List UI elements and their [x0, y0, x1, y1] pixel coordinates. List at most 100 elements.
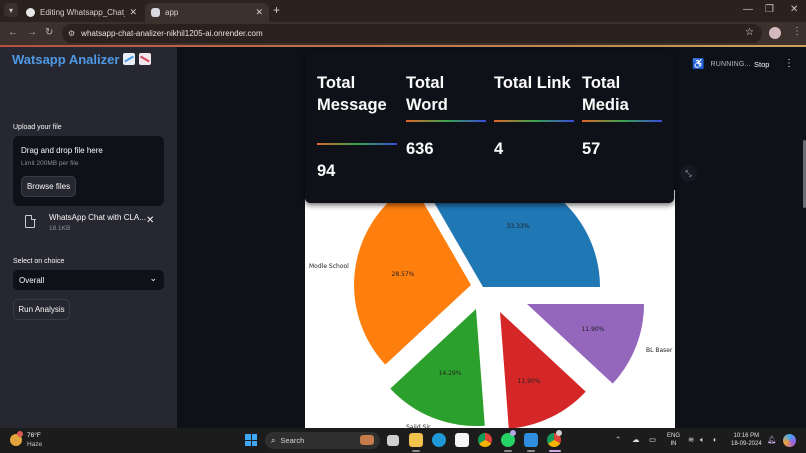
metric-divider: [582, 120, 662, 122]
maximize-button[interactable]: ❐: [765, 4, 774, 15]
sidebar: [0, 47, 177, 428]
app-title: Watsapp Analizer: [12, 52, 152, 67]
browser-menu-icon[interactable]: ⋮: [792, 26, 802, 37]
new-tab-button[interactable]: +: [273, 3, 281, 17]
fullscreen-expand-icon[interactable]: ⤡: [680, 165, 697, 182]
tab-search-button[interactable]: ▾: [4, 3, 18, 17]
search-placeholder: Search: [280, 436, 305, 445]
running-status: ♿ RUNNING...: [692, 59, 751, 70]
notification-badge: [17, 431, 23, 437]
whatsapp-icon[interactable]: [501, 433, 515, 447]
stop-button[interactable]: Stop: [754, 60, 770, 69]
bookmark-star-icon[interactable]: ☆: [745, 27, 754, 38]
cloud-icon[interactable]: ☁: [632, 435, 640, 444]
metrics-panel: Total Message 94 Total Word 636 Total Link…: [305, 50, 674, 203]
metric-label: Total Link: [494, 74, 571, 92]
chrome-profile-icon[interactable]: [547, 433, 561, 447]
tab-close-icon[interactable]: ✕: [255, 7, 263, 17]
copilot-icon[interactable]: [783, 434, 796, 447]
uploaded-file: WhatsApp Chat with CLA... 18.1KB ✕: [22, 210, 162, 236]
browser-tab-bar: ▾ Editing Whatsapp_Chat_Analizer ✕ app ✕…: [0, 0, 806, 22]
svg-text:Modle School: Modle School: [309, 263, 349, 270]
metric-value: 4: [494, 140, 504, 158]
weather-icon[interactable]: [10, 434, 22, 446]
main-scrollbar[interactable]: [803, 140, 806, 208]
select-value: Overall: [19, 275, 45, 285]
reload-icon[interactable]: ↻: [45, 27, 54, 38]
pie-chart-svg: 33.33% 28.57% 14.29% 11.90% 11.90% Modle…: [309, 190, 673, 428]
profile-avatar[interactable]: [769, 27, 781, 39]
file-icon: [25, 214, 36, 228]
metric-value: 636: [406, 140, 434, 158]
chrome-icon[interactable]: [478, 433, 492, 447]
upload-label: Upload your file: [13, 124, 62, 131]
active-indicator: [549, 450, 561, 452]
choice-select[interactable]: Overall ⌄: [13, 270, 164, 290]
pie-slice-green: [390, 309, 485, 427]
tab-close-icon[interactable]: ✕: [129, 7, 137, 17]
chrome-badge: [556, 430, 562, 436]
running-indicator: [412, 450, 420, 452]
pie-slice-blue: [426, 190, 600, 287]
run-analysis-button[interactable]: Run Analysis: [13, 299, 70, 320]
svg-text:28.57%: 28.57%: [392, 271, 415, 278]
display-icon[interactable]: ▭: [649, 435, 657, 444]
battery-icon[interactable]: ◐: [713, 435, 718, 444]
metric-label: Total Word: [406, 74, 448, 114]
back-arrow-icon[interactable]: ←: [8, 27, 18, 38]
store-icon[interactable]: [455, 433, 469, 447]
dropzone-limit: Limit 200MB per file: [21, 160, 79, 167]
notification-bell-icon[interactable]: 🔔︎: [767, 435, 777, 444]
url-input[interactable]: ⚙ whatsapp-chat-analizer-nikhil1205-ai.o…: [62, 24, 762, 43]
tab-label: app: [165, 8, 179, 17]
pie-slice-red: [500, 312, 586, 428]
svg-text:11.90%: 11.90%: [518, 378, 541, 385]
language-indicator[interactable]: ENG IN: [667, 433, 681, 447]
volume-icon[interactable]: 🔈︎: [700, 435, 705, 444]
clock[interactable]: 10:16 PM 18-09-2024: [731, 433, 762, 447]
wifi-icon[interactable]: ≋: [688, 435, 695, 444]
svg-text:BL Baser: BL Baser: [646, 347, 673, 354]
remove-file-icon[interactable]: ✕: [146, 215, 155, 226]
streamlit-icon: [151, 8, 160, 17]
show-hidden-icons[interactable]: ⌃: [615, 435, 622, 444]
start-button[interactable]: [245, 434, 257, 446]
github-icon: [26, 8, 35, 17]
forward-arrow-icon[interactable]: →: [27, 27, 37, 38]
metric-divider: [317, 143, 397, 145]
task-view-icon[interactable]: [387, 435, 399, 446]
pie-chart: 33.33% 28.57% 14.29% 11.90% 11.90% Modle…: [305, 190, 675, 428]
metric-value: 94: [317, 162, 336, 180]
file-dropzone[interactable]: Drag and drop file here Limit 200MB per …: [13, 136, 164, 206]
whatsapp-badge: [510, 430, 516, 436]
chart-decreasing-icon: [139, 53, 152, 65]
chart-increasing-icon: [123, 53, 136, 65]
file-explorer-icon[interactable]: [409, 433, 423, 447]
edge-icon[interactable]: [432, 433, 446, 447]
url-text: whatsapp-chat-analizer-nikhil1205-ai.onr…: [81, 29, 263, 38]
vscode-icon[interactable]: [524, 433, 538, 447]
close-window-button[interactable]: ✕: [790, 4, 799, 15]
taskbar-search[interactable]: ⌕ Search: [265, 432, 380, 449]
site-info-icon[interactable]: ⚙: [68, 29, 76, 38]
pie-slice-orange: [354, 190, 471, 365]
metric-divider: [494, 120, 574, 122]
windows-taskbar: 76°F Haze ⌕ Search ⌃ ☁ ▭ ENG IN ≋ 🔈︎ ◐ 10…: [0, 428, 806, 453]
pie-slice-purple: [527, 304, 644, 384]
app-title-text: Watsapp Analizer: [12, 52, 120, 67]
svg-text:14.29%: 14.29%: [439, 370, 462, 377]
status-text: RUNNING...: [710, 61, 751, 68]
address-bar-row: ← → ↻ ⚙ whatsapp-chat-analizer-nikhil120…: [0, 22, 806, 45]
weather-temp: 76°F: [27, 432, 41, 439]
metric-label: Total Message: [317, 74, 387, 114]
minimize-button[interactable]: —: [743, 4, 753, 15]
browse-files-button[interactable]: Browse files: [21, 176, 76, 197]
tab-app[interactable]: app ✕: [145, 3, 269, 22]
svg-text:11.90%: 11.90%: [582, 326, 605, 333]
running-indicator: [504, 450, 512, 452]
main-menu-icon[interactable]: ⋮: [784, 58, 794, 69]
tab-editing-repo[interactable]: Editing Whatsapp_Chat_Analizer ✕: [20, 3, 143, 22]
app-top-decoration: [0, 45, 806, 47]
tab-label: Editing Whatsapp_Chat_Analizer: [40, 8, 125, 17]
